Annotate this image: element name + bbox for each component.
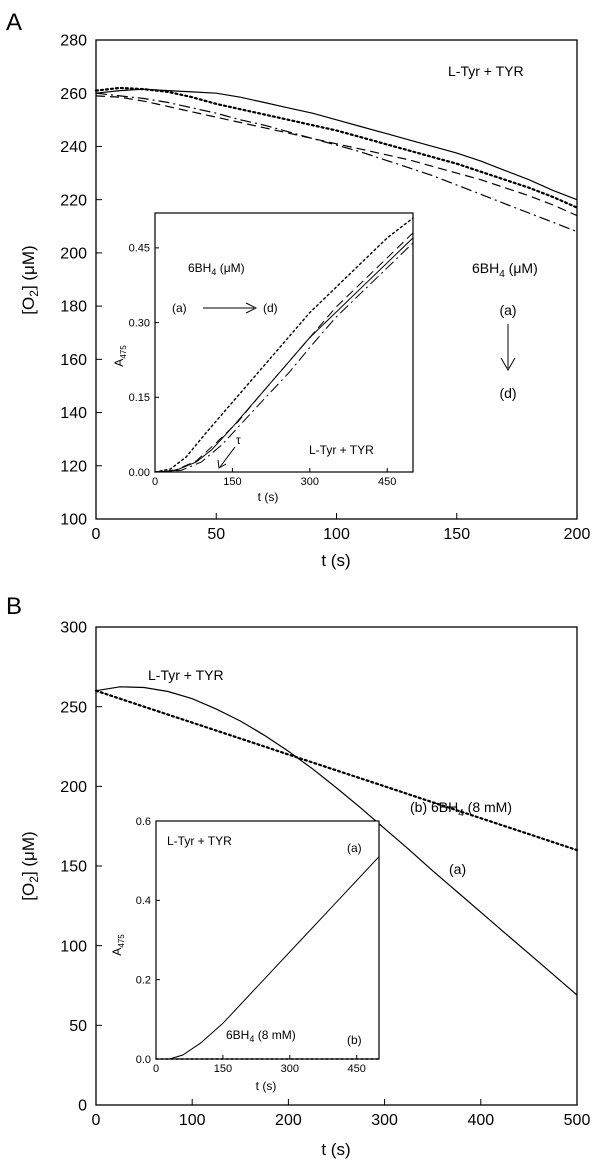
inset-a-series bbox=[154, 217, 414, 473]
panel-b-x-tick-label: 500 bbox=[564, 1112, 591, 1129]
panel-b-x-tick-label: 200 bbox=[275, 1112, 302, 1129]
inset-a-label: L-Tyr + TYR bbox=[309, 443, 374, 457]
panel-a-x-tick-label: 100 bbox=[323, 526, 350, 543]
inset-a-tau: τ bbox=[236, 433, 241, 447]
inset-a-x-tick-label: 0 bbox=[152, 476, 158, 488]
panel-a-series-c bbox=[95, 95, 578, 217]
panel-b-y-tick-label: 50 bbox=[69, 1018, 87, 1035]
panel-b-x-tick-label: 300 bbox=[371, 1112, 398, 1129]
panel-a-y-tick-label: 200 bbox=[60, 245, 87, 262]
panel-letter-a: A bbox=[6, 9, 22, 36]
panel-b-y-tick-label: 150 bbox=[60, 859, 87, 876]
panel-a-legend-title: 6BH4 (μM) bbox=[472, 260, 538, 280]
inset-b-b-label: (b) bbox=[347, 1033, 362, 1047]
inset-a-arrowhead bbox=[245, 302, 258, 314]
inset-a-y-tick-label: 0.15 bbox=[129, 392, 150, 404]
inset-b-x-tick-label: 300 bbox=[281, 1063, 299, 1075]
panel-b-x-ticks: 0 100 200 300 400 500 bbox=[92, 1099, 591, 1129]
panel-b-y-tick-label: 300 bbox=[60, 620, 87, 637]
inset-b-x-tick-label: 150 bbox=[214, 1063, 232, 1075]
inset-a-y-ticks: 0.00 0.15 0.30 0.45 bbox=[129, 243, 159, 479]
inset-a-from-label: (a) bbox=[172, 301, 187, 315]
panel-a-y-label: [O2] (μM) bbox=[19, 245, 41, 314]
panel-a-y-tick-label: 160 bbox=[60, 352, 87, 369]
panel-b-y-ticks: 0 50 100 150 200 250 300 bbox=[60, 620, 102, 1115]
panel-a-y-tick-label: 280 bbox=[60, 33, 87, 50]
inset-b-y-tick-label: 0.4 bbox=[136, 895, 151, 907]
inset-b-y-label: A475 bbox=[110, 934, 126, 956]
panel-a-last-label: (d) bbox=[499, 385, 516, 401]
inset-b-frame bbox=[155, 820, 380, 1060]
inset-b-y-tick-label: 0.0 bbox=[136, 1054, 151, 1066]
panel-a-y-ticks: 100 120 140 160 180 200 220 240 260 280 bbox=[60, 33, 102, 529]
panel-b-x-tick-label: 400 bbox=[467, 1112, 494, 1129]
panel-b-x-tick-label: 0 bbox=[92, 1112, 101, 1129]
panel-a-series-b bbox=[94, 86, 579, 209]
panel-a-down-arrowhead bbox=[500, 357, 516, 371]
inset-b-x-tick-label: 0 bbox=[153, 1063, 159, 1075]
panel-a-series-d bbox=[95, 92, 578, 233]
inset-a-to-label: (d) bbox=[263, 301, 278, 315]
panel-a-series-a bbox=[95, 88, 578, 201]
inset-b-a-label: (a) bbox=[347, 841, 362, 855]
panel-b-y-tick-label: 250 bbox=[60, 699, 87, 716]
panel-a-y-tick-label: 260 bbox=[60, 86, 87, 103]
inset-a-legend: 6BH4 (μM) bbox=[188, 261, 245, 277]
panel-a-first-label: (a) bbox=[499, 302, 516, 318]
panel-b-series-a bbox=[95, 686, 578, 996]
inset-b-y-ticks: 0.0 0.2 0.4 0.6 bbox=[136, 816, 160, 1066]
panel-a-x-label: t (s) bbox=[321, 551, 350, 570]
inset-a-series-b bbox=[154, 217, 414, 473]
inset-a-series-a bbox=[154, 237, 414, 473]
inset-a-y-tick-label: 0.30 bbox=[129, 317, 150, 329]
panel-b-y-tick-label: 200 bbox=[60, 779, 87, 796]
inset-b-label: L-Tyr + TYR bbox=[167, 834, 232, 848]
inset-b-x-ticks: 0 150 300 450 bbox=[153, 1055, 366, 1075]
inset-b-x-tick-label: 450 bbox=[348, 1063, 366, 1075]
panel-b-series-b bbox=[94, 689, 579, 852]
panel-a-x-tick-label: 200 bbox=[564, 526, 591, 543]
inset-b-series bbox=[155, 856, 380, 1060]
panel-a-y-tick-label: 100 bbox=[60, 512, 87, 529]
panel-b-label: L-Tyr + TYR bbox=[148, 667, 224, 683]
inset-a-series-d bbox=[154, 242, 414, 473]
panel-b-series-a-label: (a) bbox=[449, 861, 466, 877]
panel-a-y-tick-label: 120 bbox=[60, 458, 87, 475]
panel-a-x-tick-label: 0 bbox=[92, 526, 101, 543]
inset-a-x-tick-label: 300 bbox=[301, 476, 319, 488]
panel-b-series bbox=[94, 686, 579, 996]
panel-a-x-tick-label: 150 bbox=[443, 526, 470, 543]
inset-b-series-a bbox=[156, 856, 380, 1060]
inset-b-y-tick-label: 0.6 bbox=[136, 816, 151, 828]
panel-b-y-label: [O2] (μM) bbox=[19, 831, 41, 900]
panel-a-x-ticks: 0 50 100 150 200 bbox=[92, 513, 591, 543]
inset-a-x-tick-label: 150 bbox=[223, 476, 241, 488]
inset-b-y-tick-label: 0.2 bbox=[136, 975, 151, 987]
panel-letter-b: B bbox=[6, 593, 22, 620]
inset-a-y-tick-label: 0.00 bbox=[129, 467, 150, 479]
inset-a-y-tick-label: 0.45 bbox=[129, 243, 150, 255]
panel-b-series-b-label: (b) 6BH4 (8 mM) bbox=[410, 799, 512, 819]
panel-a-y-tick-label: 180 bbox=[60, 299, 87, 316]
inset-a-y-label: A475 bbox=[112, 345, 128, 367]
inset-a-x-tick-label: 450 bbox=[378, 476, 396, 488]
panel-a-y-tick-label: 220 bbox=[60, 192, 87, 209]
inset-b-x-label: t (s) bbox=[256, 1079, 277, 1093]
inset-a-x-label: t (s) bbox=[258, 490, 279, 504]
panel-b-x-label: t (s) bbox=[321, 1140, 350, 1159]
panel-a-label: L-Tyr + TYR bbox=[448, 63, 524, 79]
inset-a-tau-pointer bbox=[219, 446, 236, 468]
panel-b-x-tick-label: 100 bbox=[179, 1112, 206, 1129]
panel-b-y-tick-label: 0 bbox=[78, 1098, 87, 1115]
panel-b-y-tick-label: 100 bbox=[60, 938, 87, 955]
panel-a-series bbox=[94, 86, 579, 233]
inset-a-x-ticks: 0 150 300 450 bbox=[152, 468, 396, 488]
inset-a-tau-pointer-head bbox=[217, 459, 227, 469]
panel-a-y-tick-label: 140 bbox=[60, 405, 87, 422]
inset-b-b-desc: 6BH4 (8 mM) bbox=[226, 1028, 296, 1044]
panel-a-x-tick-label: 50 bbox=[207, 526, 225, 543]
panel-a-y-tick-label: 240 bbox=[60, 139, 87, 156]
